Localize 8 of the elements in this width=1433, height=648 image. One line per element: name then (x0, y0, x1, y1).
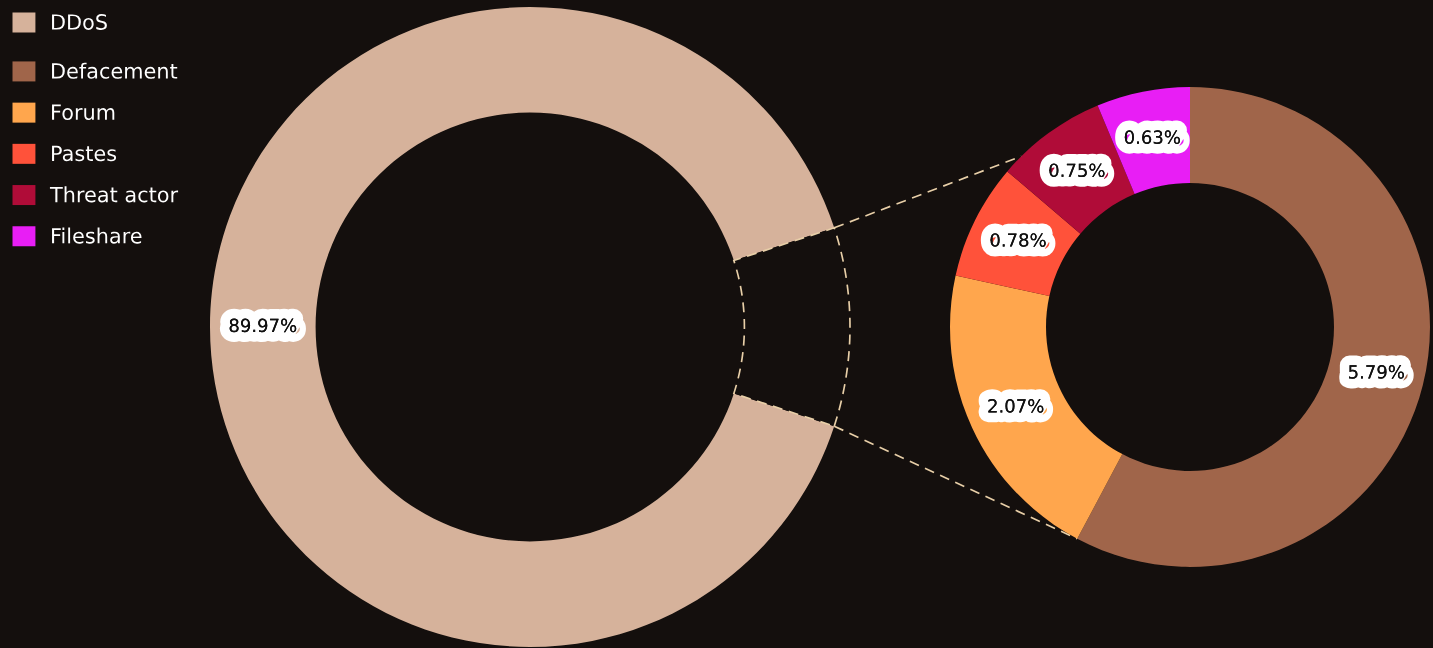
donut-slice (950, 275, 1123, 539)
legend-label: Defacement (52, 62, 178, 79)
legend-label: DDoS (52, 14, 107, 30)
donut-slice (210, 7, 835, 647)
legend-label: Fileshare (52, 227, 142, 244)
legend-label: Pastes (52, 145, 117, 162)
legend-label: Forum (52, 104, 115, 121)
legend-label: Threat actor (49, 186, 179, 203)
